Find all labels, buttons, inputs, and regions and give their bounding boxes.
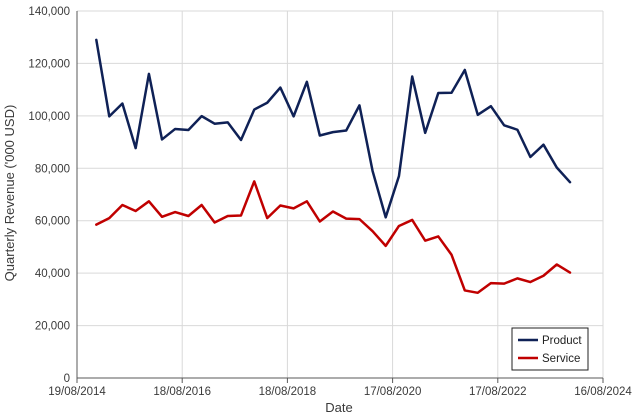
series-line-product bbox=[95, 38, 572, 219]
series-line-service bbox=[95, 180, 572, 295]
axes: 0 20,000 40,000 60,000 80,000 100,000 120,000 1… bbox=[28, 6, 632, 398]
legend-service-label: Service bbox=[542, 353, 580, 365]
y-tick-label: 0 bbox=[64, 373, 70, 385]
y-tick-label: 20,000 bbox=[35, 321, 70, 333]
x-tick-label: 18/08/2018 bbox=[259, 386, 317, 398]
y-tick-label: 140,000 bbox=[28, 6, 70, 18]
x-tick-label: 17/08/2022 bbox=[469, 386, 527, 398]
y-tick-label: 60,000 bbox=[35, 216, 70, 228]
x-tick-label: 18/08/2016 bbox=[153, 386, 211, 398]
y-axis-title: Quarterly Revenue ('000 USD) bbox=[2, 105, 17, 282]
x-tick-label: 16/08/2024 bbox=[574, 386, 632, 398]
legend-box bbox=[511, 327, 589, 371]
y-tick-label: 40,000 bbox=[35, 268, 70, 280]
legend-product-label: Product bbox=[542, 335, 582, 347]
y-tick-label: 120,000 bbox=[28, 58, 70, 70]
x-axis-title: Date bbox=[325, 400, 352, 415]
x-tick-label: 17/08/2020 bbox=[364, 386, 422, 398]
x-tick-label: 19/08/2014 bbox=[48, 386, 106, 398]
gridlines bbox=[77, 10, 604, 378]
legend: Product Service bbox=[511, 327, 589, 371]
y-tick-label: 80,000 bbox=[35, 163, 70, 175]
y-tick-label: 100,000 bbox=[28, 111, 70, 123]
series-lines bbox=[95, 38, 572, 295]
